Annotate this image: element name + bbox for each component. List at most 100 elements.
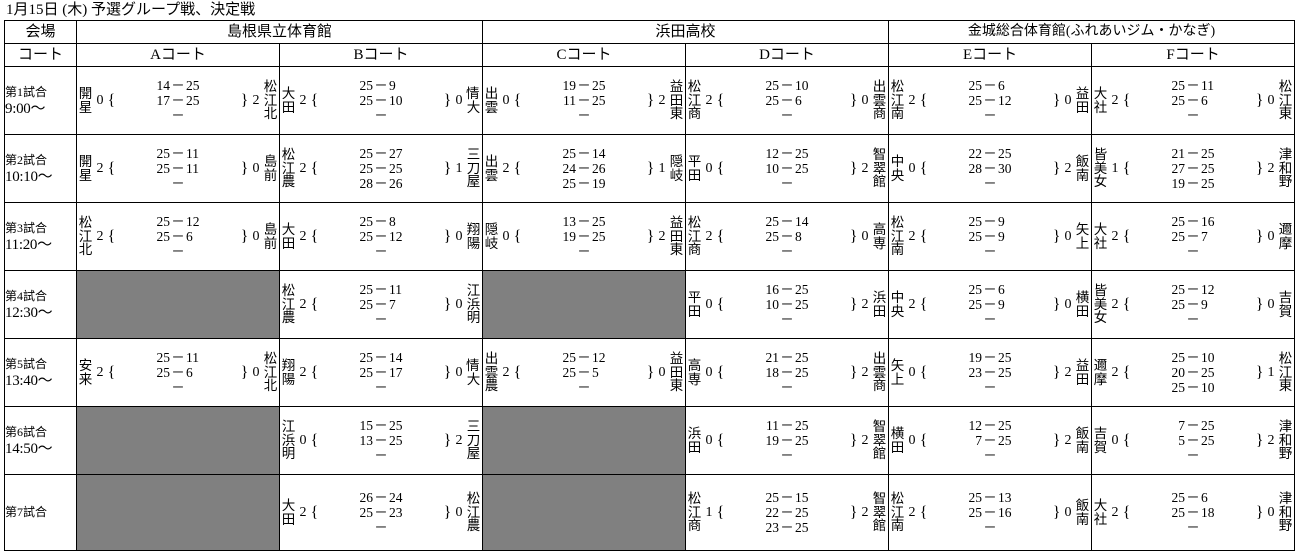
right-team-name: 益田東 bbox=[669, 79, 684, 122]
right-sets-won: 0 bbox=[455, 92, 463, 108]
set-score-right: 7 bbox=[389, 297, 396, 312]
set-score-line: 12 － 25 bbox=[928, 418, 1052, 433]
set-scores: 25 － 11 25 － 6 － bbox=[1131, 78, 1255, 123]
match-time-cell: 第1試合 9:00～ bbox=[4, 66, 77, 135]
set-score-line: 25 － 10 bbox=[1131, 350, 1255, 365]
set-score-left: 11 bbox=[766, 418, 780, 433]
match-cell-d: 松江商 1{25 － 15 22 － 25 23 － 25} 2 智翠館 bbox=[685, 474, 890, 551]
set-score-dash: － bbox=[374, 282, 388, 297]
set-score-line: － bbox=[319, 312, 443, 327]
set-scores: 25 － 10 20 － 25 25 － 10 bbox=[1131, 350, 1255, 395]
right-sets-won: 0 bbox=[252, 160, 260, 176]
left-sets-won: 0 bbox=[1111, 432, 1119, 448]
set-score-left: 23 bbox=[765, 520, 780, 535]
right-team-name: 智翠館 bbox=[872, 419, 887, 462]
brace-open: { bbox=[919, 91, 928, 109]
set-score-line: 28 － 26 bbox=[319, 176, 443, 191]
set-score-dash: － bbox=[171, 146, 185, 161]
set-score-dash: － bbox=[780, 380, 794, 395]
left-sets-won: 0 bbox=[96, 92, 104, 108]
table-row: 第2試合 10:10～ 開星 2{25 － 11 25 － 11 －} 0 島前 松江農 2{25 － 27 2… bbox=[4, 134, 1296, 203]
brace-close: } bbox=[849, 503, 858, 521]
match-time-cell: 第4試合 12:30～ bbox=[4, 270, 77, 339]
match-cell-f: 吉賀 0{7 － 25 5 － 25 －} 2 津和野 bbox=[1091, 406, 1296, 475]
set-score-dash: － bbox=[1186, 108, 1200, 123]
right-sets-won: 0 bbox=[1267, 92, 1275, 108]
match-result: 矢上 0{19 － 25 23 － 25 －} 2 益田 bbox=[890, 340, 1091, 406]
set-score-left: 25 bbox=[765, 93, 780, 108]
set-score-left: 25 bbox=[562, 365, 577, 380]
brace-open: { bbox=[716, 91, 725, 109]
set-score-right: 25 bbox=[795, 505, 809, 520]
set-scores: 25 － 11 25 － 7 － bbox=[319, 282, 443, 327]
match-cell-e: 横田 0{12 － 25 7 － 25 －} 2 飯南 bbox=[888, 406, 1093, 475]
set-score-dash: － bbox=[780, 161, 794, 176]
set-score-left: 25 bbox=[765, 490, 780, 505]
left-sets-won: 2 bbox=[1111, 228, 1119, 244]
set-score-right: 25 bbox=[389, 433, 403, 448]
set-score-dash: － bbox=[374, 297, 388, 312]
set-scores: 25 － 9 25 － 9 － bbox=[928, 214, 1052, 259]
set-scores: 25 － 14 24 － 26 25 － 19 bbox=[522, 146, 646, 191]
brace-open: { bbox=[513, 91, 522, 109]
set-score-left: 25 bbox=[1171, 93, 1186, 108]
set-score-line: 25 － 16 bbox=[928, 505, 1052, 520]
right-team-name: 津和野 bbox=[1278, 147, 1293, 190]
set-score-dash: － bbox=[374, 244, 388, 259]
match-result: 皆美女 1{21 － 25 27 － 25 19 － 25} 2 津和野 bbox=[1093, 136, 1294, 202]
set-score-right: 25 bbox=[1201, 161, 1215, 176]
set-score-right: 14 bbox=[389, 350, 403, 365]
match-cell-a: 安来 2{25 － 11 25 － 6 －} 0 松江北 bbox=[76, 338, 280, 407]
left-team-name: 安来 bbox=[78, 358, 93, 387]
brace-close: } bbox=[1255, 431, 1264, 449]
right-team-name: 益田 bbox=[1075, 358, 1090, 387]
match-start-time: 10:10～ bbox=[5, 168, 53, 185]
set-score-line: － bbox=[725, 108, 849, 123]
brace-open: { bbox=[1122, 503, 1131, 521]
brace-open: { bbox=[310, 295, 319, 313]
set-score-left: 25 bbox=[968, 297, 983, 312]
right-sets-won: 0 bbox=[455, 296, 463, 312]
brace-close: } bbox=[240, 227, 249, 245]
set-score-line: 25 － 9 bbox=[1131, 297, 1255, 312]
set-score-dash: － bbox=[983, 505, 997, 520]
set-score-dash: － bbox=[983, 93, 997, 108]
set-score-dash: － bbox=[1186, 490, 1200, 505]
set-score-left: 26 bbox=[359, 490, 374, 505]
right-sets-won: 1 bbox=[455, 160, 463, 176]
match-cell-d: 松江商 2{25 － 10 25 － 6 －} 0 出雲商 bbox=[685, 66, 890, 135]
left-team-name: 平田 bbox=[687, 290, 702, 319]
set-scores: 25 － 8 25 － 12 － bbox=[319, 214, 443, 259]
set-score-left: 7 bbox=[975, 433, 983, 448]
brace-close: } bbox=[443, 431, 452, 449]
left-sets-won: 2 bbox=[96, 364, 104, 380]
set-score-line: 25 － 5 bbox=[522, 365, 646, 380]
set-score-left: 28 bbox=[359, 176, 374, 191]
venue-name-0: 島根県立体育館 bbox=[75, 20, 484, 44]
right-sets-won: 0 bbox=[455, 228, 463, 244]
set-scores: 25 － 16 25 － 7 － bbox=[1131, 214, 1255, 259]
right-sets-won: 0 bbox=[1267, 504, 1275, 520]
left-sets-won: 2 bbox=[1111, 364, 1119, 380]
set-score-line: － bbox=[319, 380, 443, 395]
left-sets-won: 0 bbox=[705, 296, 713, 312]
set-score-right: 16 bbox=[998, 505, 1012, 520]
set-score-line: 25 － 11 bbox=[116, 146, 240, 161]
brace-close: } bbox=[1052, 363, 1061, 381]
right-sets-won: 0 bbox=[1064, 228, 1072, 244]
set-score-line: 7 － 25 bbox=[1131, 418, 1255, 433]
set-score-line: 25 － 13 bbox=[928, 490, 1052, 505]
set-score-line: 25 － 9 bbox=[319, 78, 443, 93]
set-score-dash: － bbox=[577, 78, 591, 93]
set-score-left: 25 bbox=[359, 365, 374, 380]
set-score-line: 25 － 6 bbox=[928, 78, 1052, 93]
set-score-dash: － bbox=[780, 490, 794, 505]
set-score-right: 25 bbox=[795, 282, 809, 297]
brace-open: { bbox=[1122, 227, 1131, 245]
right-sets-won: 1 bbox=[658, 160, 666, 176]
match-time-cell: 第2試合 10:10～ bbox=[4, 134, 77, 203]
match-number: 第7試合 bbox=[5, 505, 48, 519]
empty-match-cell-c bbox=[482, 474, 687, 551]
match-cell-e: 松江南 2{25 － 9 25 － 9 －} 0 矢上 bbox=[888, 202, 1093, 271]
